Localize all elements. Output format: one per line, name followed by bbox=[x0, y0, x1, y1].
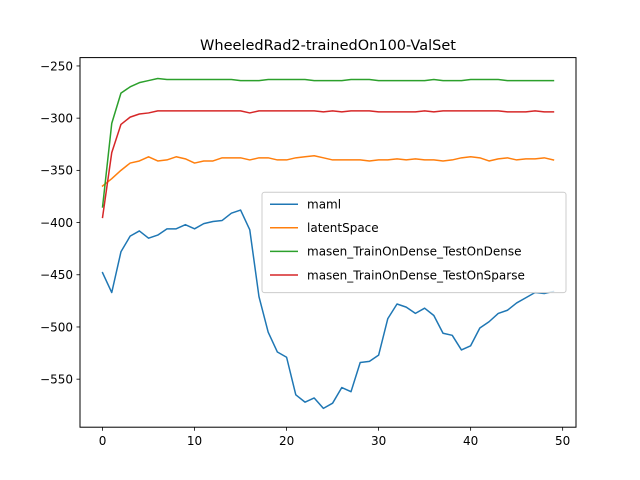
legend-label-1: latentSpace bbox=[307, 221, 379, 235]
y-tick-label: −250 bbox=[40, 59, 73, 73]
y-axis: −550 −500 −450 −400 −350 −300 −250 bbox=[40, 59, 80, 386]
legend-box bbox=[261, 191, 567, 294]
x-tick-label: 30 bbox=[371, 434, 386, 448]
y-tick-label: −550 bbox=[40, 372, 73, 386]
plot-area-frame bbox=[79, 57, 577, 428]
legend-label-2: masen_TrainOnDense_TestOnDense bbox=[307, 245, 522, 259]
y-tick-label: −350 bbox=[40, 164, 73, 178]
x-axis: 0 10 20 30 40 50 bbox=[99, 427, 570, 448]
series-line-1 bbox=[101, 154, 555, 188]
x-tick-label: 20 bbox=[279, 434, 294, 448]
x-tick-label: 0 bbox=[99, 434, 107, 448]
x-tick-label: 50 bbox=[555, 434, 570, 448]
x-tick-label: 40 bbox=[463, 434, 478, 448]
y-tick-label: −450 bbox=[40, 268, 73, 282]
y-tick-label: −400 bbox=[40, 216, 73, 230]
series-layer bbox=[101, 77, 555, 410]
series-line-3 bbox=[101, 110, 555, 219]
chart-title: WheeledRad2-trainedOn100-ValSet bbox=[200, 38, 456, 54]
y-tick-label: −300 bbox=[40, 111, 73, 125]
legend-label-0: maml bbox=[307, 198, 341, 212]
series-line-2 bbox=[101, 77, 555, 208]
series-line-0 bbox=[101, 209, 555, 410]
legend-label-3: masen_TrainOnDense_TestOnSparse bbox=[307, 268, 525, 282]
y-tick-label: −500 bbox=[40, 320, 73, 334]
legend: maml latentSpace masen_TrainOnDense_TestOn… bbox=[261, 191, 567, 294]
x-tick-label: 10 bbox=[187, 434, 202, 448]
